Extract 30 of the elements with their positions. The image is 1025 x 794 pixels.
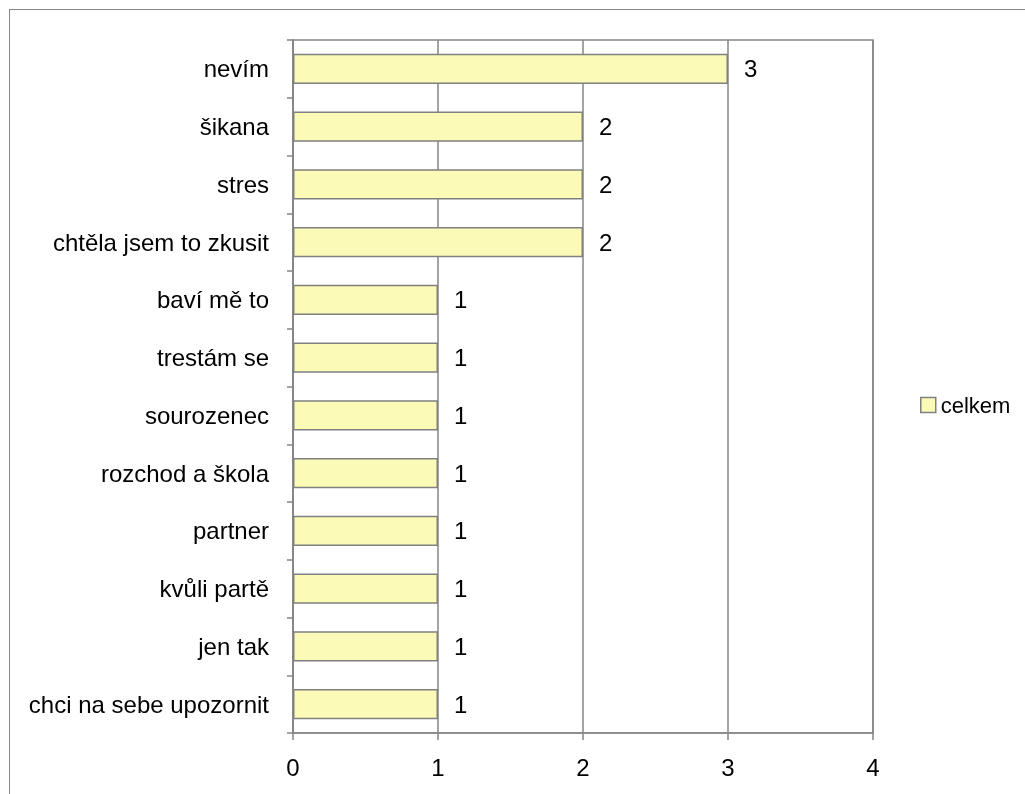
- data-label: 2: [599, 170, 613, 198]
- x-tick-label: 0: [286, 753, 300, 781]
- data-label: 1: [454, 286, 468, 314]
- legend-label: celkem: [940, 392, 1011, 418]
- data-label: 3: [744, 55, 758, 83]
- y-tick-label: nevím: [203, 55, 269, 83]
- y-tick-label: rozchod a škola: [100, 459, 270, 487]
- data-label: 1: [454, 517, 468, 545]
- y-tick-label: chci na sebe upozornit: [28, 690, 270, 718]
- data-label: 1: [454, 344, 468, 372]
- x-tick-label: 3: [721, 753, 735, 781]
- y-tick-label: partner: [192, 517, 269, 545]
- data-label: 1: [454, 632, 468, 660]
- data-label: 1: [454, 459, 468, 487]
- y-tick-label: šikana: [199, 113, 270, 141]
- y-tick-label: jen tak: [197, 632, 270, 660]
- y-tick-label: baví mě to: [156, 286, 269, 314]
- y-tick-label: kvůli partě: [159, 575, 269, 603]
- y-tick-label: chtěla jsem to zkusit: [52, 228, 270, 256]
- y-tick-label: stres: [216, 170, 269, 198]
- x-tick-label: 4: [866, 753, 880, 781]
- data-label: 1: [454, 690, 468, 718]
- x-tick-label: 1: [431, 753, 445, 781]
- data-label: 1: [454, 401, 468, 429]
- data-label: 2: [599, 228, 613, 256]
- x-tick-label: 2: [576, 753, 590, 781]
- data-label: 2: [599, 113, 613, 141]
- y-tick-label: trestám se: [156, 344, 269, 372]
- data-label: 1: [454, 575, 468, 603]
- y-tick-label: sourozenec: [144, 401, 269, 429]
